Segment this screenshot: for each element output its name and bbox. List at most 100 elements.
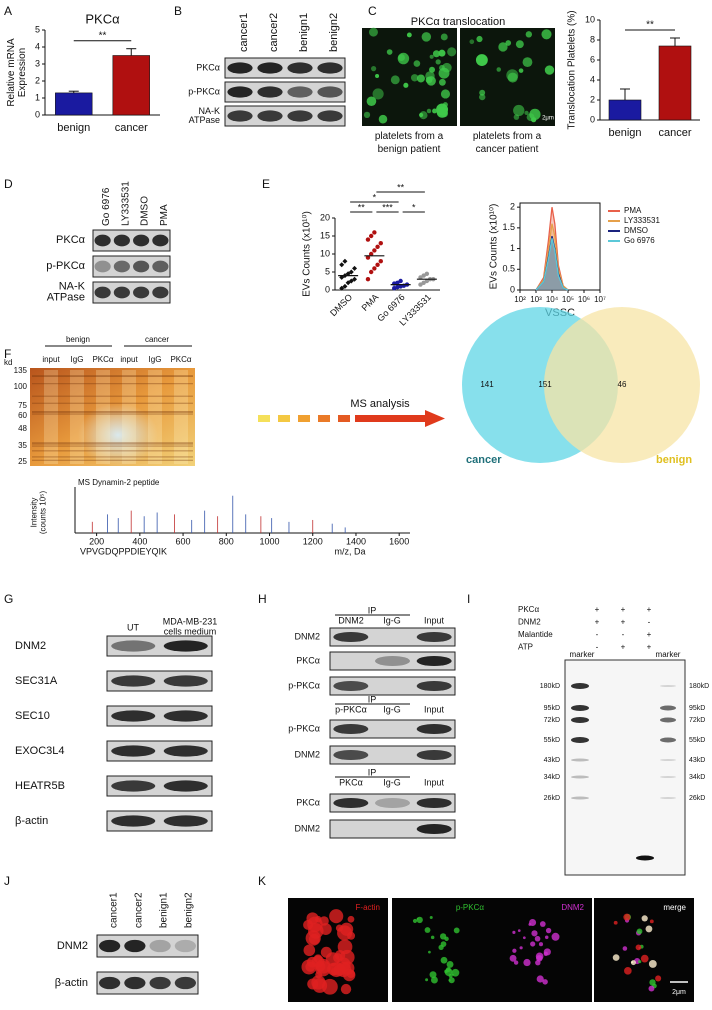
lane-label: Input bbox=[424, 615, 445, 625]
arrow-dash bbox=[338, 415, 350, 422]
point bbox=[339, 262, 345, 268]
x-tick-label: cancer bbox=[658, 127, 691, 139]
platelet bbox=[413, 60, 421, 67]
label: p-PKCα bbox=[188, 86, 220, 96]
lane-label: Ig-G bbox=[383, 615, 401, 625]
kd-label: 34kD bbox=[689, 774, 705, 781]
band bbox=[174, 939, 196, 953]
y-tick-label: 2 bbox=[590, 94, 595, 104]
blot bbox=[329, 651, 456, 671]
band bbox=[660, 717, 676, 723]
lane-label: cancer1 bbox=[109, 892, 120, 928]
venn-label: benign bbox=[656, 454, 692, 466]
platelet bbox=[518, 68, 524, 73]
y-tick-label: 2 bbox=[510, 202, 515, 212]
platelet bbox=[496, 67, 501, 72]
band bbox=[124, 976, 146, 990]
lane-label: cancer1 bbox=[238, 13, 250, 52]
area bbox=[536, 207, 568, 290]
signal bbox=[439, 933, 447, 940]
band bbox=[227, 110, 253, 122]
signal bbox=[340, 983, 352, 995]
signal bbox=[509, 954, 517, 962]
y-axis-label: Expression bbox=[17, 48, 28, 97]
signal bbox=[347, 915, 355, 923]
signal bbox=[534, 935, 541, 942]
band bbox=[111, 780, 156, 792]
point bbox=[372, 248, 377, 253]
signal bbox=[425, 978, 429, 982]
point bbox=[365, 255, 371, 260]
signal bbox=[655, 975, 662, 982]
kd-label: 43kD bbox=[689, 757, 705, 764]
kd-label: 55kD bbox=[544, 737, 560, 744]
label: SEC10 bbox=[15, 710, 50, 722]
label: PKCα bbox=[196, 62, 220, 72]
gel-band bbox=[32, 375, 193, 377]
sign: + bbox=[595, 618, 600, 627]
signal bbox=[306, 956, 318, 968]
gel-band bbox=[32, 411, 193, 413]
signal bbox=[538, 942, 544, 947]
blot bbox=[92, 281, 171, 304]
band bbox=[94, 260, 111, 273]
band bbox=[333, 723, 369, 735]
band bbox=[163, 815, 208, 827]
y-axis-label: EVs Counts (x10¹⁰) bbox=[302, 211, 313, 297]
label: ATPase bbox=[189, 115, 220, 125]
point bbox=[368, 269, 374, 275]
gel-band bbox=[32, 442, 193, 444]
lane-label: UT bbox=[127, 622, 139, 632]
y-tick-label: 2 bbox=[35, 75, 40, 85]
gel-band bbox=[32, 450, 193, 452]
y-tick-label: 3 bbox=[35, 58, 40, 68]
y-tick-label: 0 bbox=[325, 284, 330, 294]
label: DNM2 bbox=[518, 618, 541, 627]
platelet bbox=[505, 40, 512, 46]
lane-label: PMA bbox=[159, 204, 170, 226]
blot bbox=[329, 719, 456, 739]
band bbox=[571, 737, 589, 743]
x-tick-label: 10² bbox=[514, 295, 526, 304]
scale-bar-label: 2μm bbox=[542, 116, 554, 122]
platelet bbox=[513, 114, 520, 120]
y-axis-label: Translocation Platelets (%) bbox=[567, 10, 578, 129]
venn-count: 151 bbox=[538, 380, 552, 389]
band bbox=[113, 260, 130, 273]
label: ATPase bbox=[47, 291, 85, 303]
signal bbox=[336, 961, 352, 978]
platelet bbox=[416, 74, 425, 83]
x-tick-label: cancer bbox=[115, 122, 148, 134]
band bbox=[416, 723, 452, 735]
y-tick-label: 5 bbox=[35, 24, 40, 34]
signal bbox=[536, 955, 543, 962]
x-axis-label: m/z, Da bbox=[334, 546, 365, 556]
lane-label: benign2 bbox=[328, 13, 340, 52]
label: Malantide bbox=[518, 630, 553, 639]
gel-lane bbox=[44, 370, 58, 464]
lane-label: DMSO bbox=[140, 196, 151, 226]
lane-label: PKCα bbox=[170, 355, 191, 364]
signal bbox=[430, 935, 435, 940]
label: DNM2 bbox=[294, 823, 320, 833]
y-tick-label: 0 bbox=[590, 114, 595, 124]
platelet bbox=[406, 32, 412, 38]
sign: + bbox=[647, 643, 652, 652]
band bbox=[571, 796, 589, 800]
arrow-dash bbox=[318, 415, 330, 422]
venn-circle bbox=[544, 307, 700, 463]
platelet bbox=[440, 33, 448, 41]
y-tick-label: 4 bbox=[590, 74, 595, 84]
point bbox=[365, 277, 371, 282]
band bbox=[113, 234, 130, 247]
band bbox=[257, 86, 283, 98]
blot bbox=[329, 627, 456, 647]
platelet bbox=[375, 74, 380, 79]
platelet bbox=[421, 32, 432, 42]
signal bbox=[416, 916, 423, 924]
platelet bbox=[541, 29, 552, 40]
lane-label: input bbox=[120, 355, 138, 364]
kd-label: 100 bbox=[14, 382, 28, 391]
y-tick-label: 1.5 bbox=[502, 222, 515, 232]
sign: - bbox=[596, 630, 599, 639]
